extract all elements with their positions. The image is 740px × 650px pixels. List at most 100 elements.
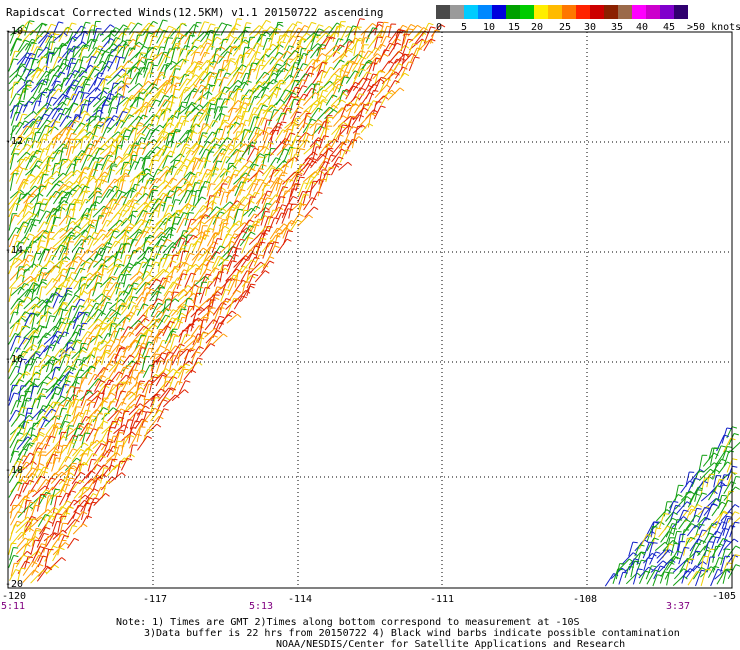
wind-barb-flag [73,364,78,369]
wind-barb-flag [260,232,266,237]
wind-barb-flag [296,111,302,114]
wind-barb-flag [113,384,119,387]
wind-barb-flag [276,63,282,67]
wind-barb [113,119,122,134]
wind-barb [59,204,63,218]
wind-barb [88,187,98,199]
wind-barb-flag [329,106,334,111]
wind-barb-flag [101,258,107,263]
wind-barb-flag [83,56,89,58]
wind-barb [65,381,76,394]
wind-barb-flag [260,241,266,244]
wind-barb [232,157,241,170]
wind-barb [228,142,242,156]
wind-barb [156,55,166,72]
wind-barb-flag [118,362,124,366]
wind-barb [101,185,110,197]
wind-barb-flag [21,77,26,82]
wind-barb-flag [226,137,232,141]
wind-barb [99,87,105,100]
wind-barb-flag [191,194,197,197]
wind-barb-flag [399,87,405,92]
wind-barb-flag [192,335,198,339]
wind-barb [253,254,260,267]
wind-barb [372,101,377,115]
wind-barb-flag [155,393,161,396]
wind-barb-flag [51,23,57,27]
wind-barb-flag [230,58,236,60]
wind-barb-flag [320,44,326,46]
wind-barb [51,149,60,162]
wind-barb [387,23,392,38]
wind-barb [169,266,175,281]
wind-barb [80,410,87,423]
wind-barb [93,339,104,352]
wind-barb [184,102,193,115]
wind-barb [184,31,193,45]
wind-barb [225,148,237,164]
wind-barb-flag [261,109,267,112]
wind-barb-flag [377,34,383,38]
wind-barb [78,276,83,289]
wind-barb [276,238,288,254]
wind-barb-flag [20,274,26,278]
wind-barb [246,273,254,289]
wind-barb [64,477,71,491]
wind-barb-flag [181,308,187,311]
wind-barb [120,136,125,149]
wind-barb [177,158,187,171]
wind-barb [57,279,66,296]
wind-barb-flag [161,52,167,57]
wind-barb-flag [79,424,85,429]
wind-barb [99,276,111,288]
wind-barb-flag [155,261,161,265]
wind-barb-flag [33,385,39,388]
wind-barb-flag [125,269,131,274]
wind-barb-flag [171,60,177,65]
wind-barb-flag [63,374,68,379]
wind-barb-flag [150,150,156,154]
wind-barb-flag [50,143,56,146]
wind-barb-flag [168,387,174,391]
wind-barb-flag [75,138,82,141]
wind-barb-flag [249,200,255,204]
wind-barb [80,84,86,100]
wind-barb-flag [13,58,19,61]
wind-barb-flag [169,122,175,127]
wind-barb [127,228,140,240]
wind-barb-flag [83,167,89,170]
wind-barb [373,105,382,120]
wind-barb-flag [245,26,251,29]
wind-barb [93,450,106,465]
wind-barb-flag [185,380,191,383]
wind-barb [150,397,156,414]
wind-barb [128,44,137,57]
wind-barb-flag [28,101,34,104]
wind-barb-flag [31,223,37,227]
wind-barb-flag [184,217,190,221]
wind-barb-flag [25,371,31,376]
wind-barb-flag [42,388,48,391]
wind-barb [128,382,138,393]
wind-barb [254,270,266,283]
wind-barb-flag [14,450,20,453]
wind-barb-flag [141,347,147,349]
wind-barb-flag [212,200,217,205]
wind-barb-flag [76,457,82,462]
wind-barb [94,247,101,259]
wind-barb-flag [351,115,357,118]
wind-barb [177,23,182,38]
wind-barb [331,141,343,156]
wind-barb-flag [71,189,77,192]
wind-barb-flag [182,177,188,182]
wind-barb-flag [224,120,230,125]
wind-barb [206,299,212,317]
wind-barb [22,203,29,218]
wind-barb-flag [160,90,166,95]
wind-barb-flag [128,226,134,230]
wind-barb [156,314,166,330]
wind-barb-flag [92,208,98,210]
wind-barb-flag [63,200,69,204]
wind-barb-flag [18,432,24,435]
wind-barb [239,166,250,178]
